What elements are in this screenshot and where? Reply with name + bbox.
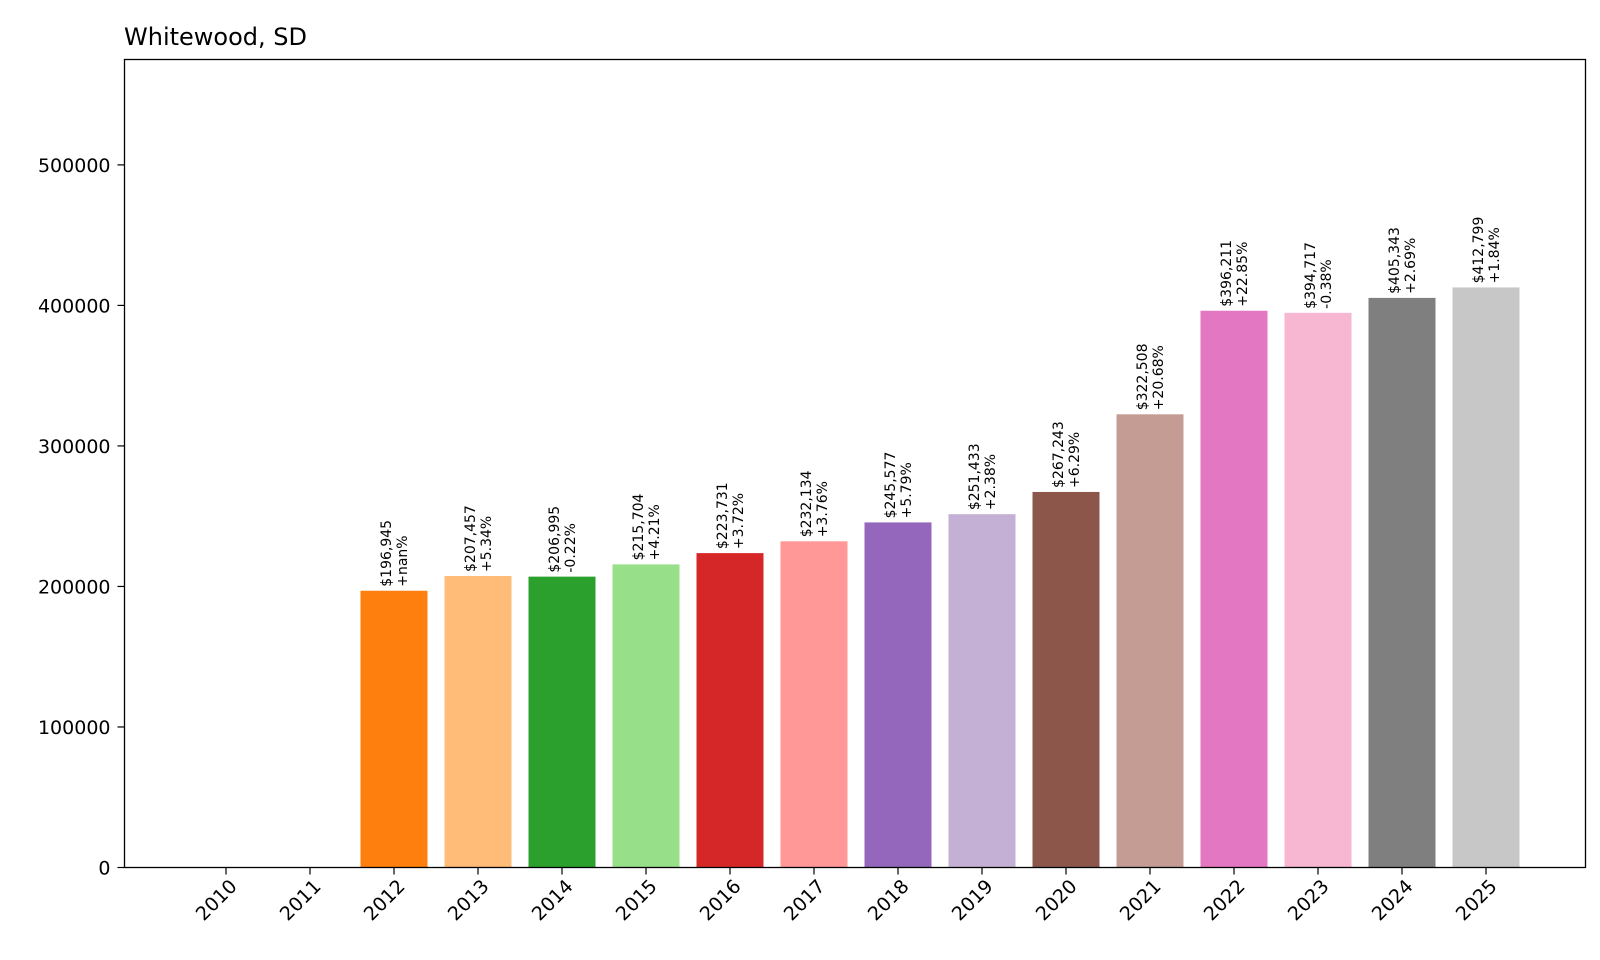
bar-2025 — [1452, 287, 1520, 868]
bar-change-label-2012: +nan% — [395, 535, 411, 586]
bar-value-label-2012: $196,945 — [379, 520, 395, 587]
x-tick-label-2020: 2020 — [1032, 875, 1082, 925]
bar-2019 — [948, 514, 1016, 868]
bar-2017 — [780, 541, 848, 868]
x-tick-label-2023: 2023 — [1284, 875, 1334, 925]
y-tick-label-100000: 100000 — [38, 717, 111, 739]
bars-layer — [360, 287, 1520, 868]
bar-change-label-2022: +22.85% — [1235, 242, 1251, 307]
bar-value-label-2023: $394,717 — [1303, 242, 1319, 309]
bar-change-label-2019: +2.38% — [983, 454, 999, 510]
bar-change-label-2016: +3.72% — [731, 493, 747, 549]
y-tick-label-500000: 500000 — [38, 155, 111, 177]
bar-2015 — [612, 564, 680, 868]
bar-change-label-2025: +1.84% — [1487, 227, 1503, 283]
bar-2018 — [864, 522, 932, 868]
bar-value-label-2018: $245,577 — [883, 452, 899, 519]
x-tick-label-2024: 2024 — [1368, 875, 1418, 925]
bar-change-label-2021: +20.68% — [1151, 345, 1167, 410]
x-tick-label-2011: 2011 — [276, 875, 326, 925]
bar-value-label-2015: $215,704 — [631, 493, 647, 560]
bar-value-label-2021: $322,508 — [1135, 343, 1151, 410]
x-tick-label-2012: 2012 — [360, 875, 410, 925]
x-tick-label-2019: 2019 — [948, 875, 998, 925]
y-tick-label-300000: 300000 — [38, 436, 111, 458]
bar-value-label-2017: $232,134 — [799, 470, 815, 537]
bar-change-label-2018: +5.79% — [899, 462, 915, 518]
x-tick-label-2016: 2016 — [696, 875, 746, 925]
bar-2022 — [1200, 310, 1268, 868]
plot-frame — [123, 58, 1587, 869]
bar-2013 — [444, 575, 512, 868]
x-tick-label-2025: 2025 — [1452, 875, 1502, 925]
bar-value-label-2016: $223,731 — [715, 482, 731, 549]
y-tick-label-200000: 200000 — [38, 576, 111, 598]
y-axis: 0 100000 200000 300000 400000 500000 — [38, 155, 125, 880]
bar-2021 — [1116, 414, 1184, 868]
chart-title: Whitewood, SD — [124, 23, 307, 51]
bar-change-label-2023: -0.38% — [1319, 259, 1335, 309]
x-tick-label-2018: 2018 — [864, 875, 914, 925]
x-tick-label-2010: 2010 — [192, 875, 242, 925]
x-tick-label-2013: 2013 — [444, 875, 494, 925]
bar-change-label-2014: -0.22% — [563, 523, 579, 573]
bar-2020 — [1032, 491, 1100, 868]
bar-change-label-2017: +3.76% — [815, 481, 831, 537]
bar-value-label-2024: $405,343 — [1387, 227, 1403, 294]
bar-2016 — [696, 553, 764, 868]
x-tick-label-2017: 2017 — [780, 875, 830, 925]
bar-2014 — [528, 576, 596, 868]
bar-value-label-2022: $396,211 — [1219, 240, 1235, 307]
x-tick-label-2014: 2014 — [528, 875, 578, 925]
bar-value-label-2019: $251,433 — [967, 443, 983, 510]
bar-change-label-2013: +5.34% — [479, 516, 495, 572]
bar-2012 — [360, 590, 428, 868]
bar-value-label-2013: $207,457 — [463, 505, 479, 572]
bar-2023 — [1284, 312, 1352, 868]
x-axis: 2010 2011 2012 2013 2014 2015 2016 2017 2018 2019… — [192, 867, 1502, 925]
bar-value-label-2020: $267,243 — [1051, 421, 1067, 488]
y-tick-label-400000: 400000 — [38, 295, 111, 317]
bar-2024 — [1368, 297, 1436, 868]
x-tick-label-2022: 2022 — [1200, 875, 1250, 925]
x-tick-label-2015: 2015 — [612, 875, 662, 925]
y-tick-label-0: 0 — [98, 858, 110, 880]
bar-value-label-2014: $206,995 — [547, 506, 563, 573]
x-tick-label-2021: 2021 — [1116, 875, 1166, 925]
bar-change-label-2024: +2.69% — [1403, 238, 1419, 294]
bar-change-label-2020: +6.29% — [1067, 432, 1083, 488]
bar-labels-layer: $196,945 +nan% $207,457 +5.34% $206,995 -0.22… — [379, 217, 1503, 587]
bar-change-label-2015: +4.21% — [647, 504, 663, 560]
bar-value-label-2025: $412,799 — [1471, 217, 1487, 284]
